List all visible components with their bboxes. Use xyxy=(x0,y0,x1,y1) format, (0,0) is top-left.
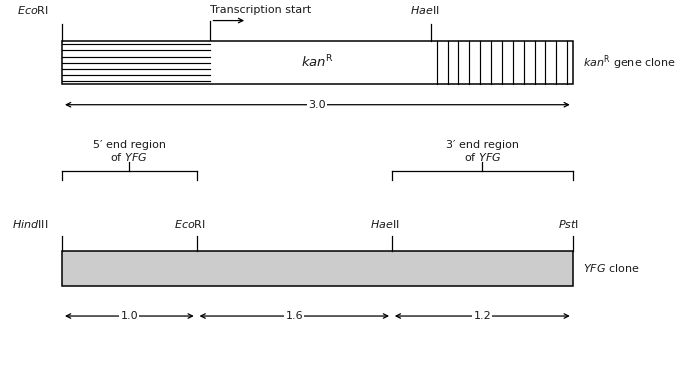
Text: $\mathit{Eco}$RI: $\mathit{Eco}$RI xyxy=(17,4,49,16)
Text: $\mathit{YFG}$ clone: $\mathit{YFG}$ clone xyxy=(583,262,640,274)
Text: $\mathit{Hae}$II: $\mathit{Hae}$II xyxy=(410,4,440,16)
Text: $\mathit{Eco}$RI: $\mathit{Eco}$RI xyxy=(174,218,206,230)
Bar xyxy=(62,41,573,84)
Text: $\mathit{Hae}$II: $\mathit{Hae}$II xyxy=(370,218,400,230)
Text: 3.0: 3.0 xyxy=(308,100,326,110)
Text: 3′ end region: 3′ end region xyxy=(446,140,519,150)
Text: 5′ end region: 5′ end region xyxy=(92,140,166,150)
Text: Transcription start: Transcription start xyxy=(210,5,312,15)
Bar xyxy=(62,251,573,286)
Text: $\mathit{kan}^{\mathrm{R}}$ gene clone: $\mathit{kan}^{\mathrm{R}}$ gene clone xyxy=(583,53,676,72)
Text: $\mathit{kan}^{\mathrm{R}}$: $\mathit{kan}^{\mathrm{R}}$ xyxy=(301,54,334,71)
Text: of $\mathit{YFG}$: of $\mathit{YFG}$ xyxy=(464,151,501,163)
Text: $\mathit{Hind}$III: $\mathit{Hind}$III xyxy=(12,218,49,230)
Text: 1.6: 1.6 xyxy=(286,311,303,321)
Text: 1.0: 1.0 xyxy=(121,311,138,321)
Text: $\mathit{Pst}$I: $\mathit{Pst}$I xyxy=(558,218,579,230)
Text: of $\mathit{YFG}$: of $\mathit{YFG}$ xyxy=(110,151,148,163)
Text: 1.2: 1.2 xyxy=(473,311,491,321)
